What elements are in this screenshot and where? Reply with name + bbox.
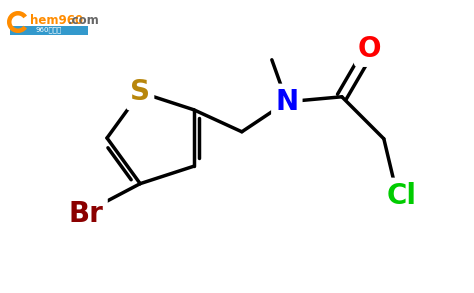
Text: O: O: [358, 35, 382, 63]
Text: .com: .com: [68, 14, 100, 28]
Wedge shape: [7, 11, 27, 33]
Text: 960化工网: 960化工网: [36, 27, 62, 33]
Text: hem960: hem960: [30, 14, 83, 28]
Bar: [10, 26, 88, 35]
Text: Br: Br: [69, 200, 104, 228]
Text: N: N: [275, 88, 299, 116]
Text: Cl: Cl: [387, 182, 417, 210]
Text: S: S: [130, 78, 150, 106]
